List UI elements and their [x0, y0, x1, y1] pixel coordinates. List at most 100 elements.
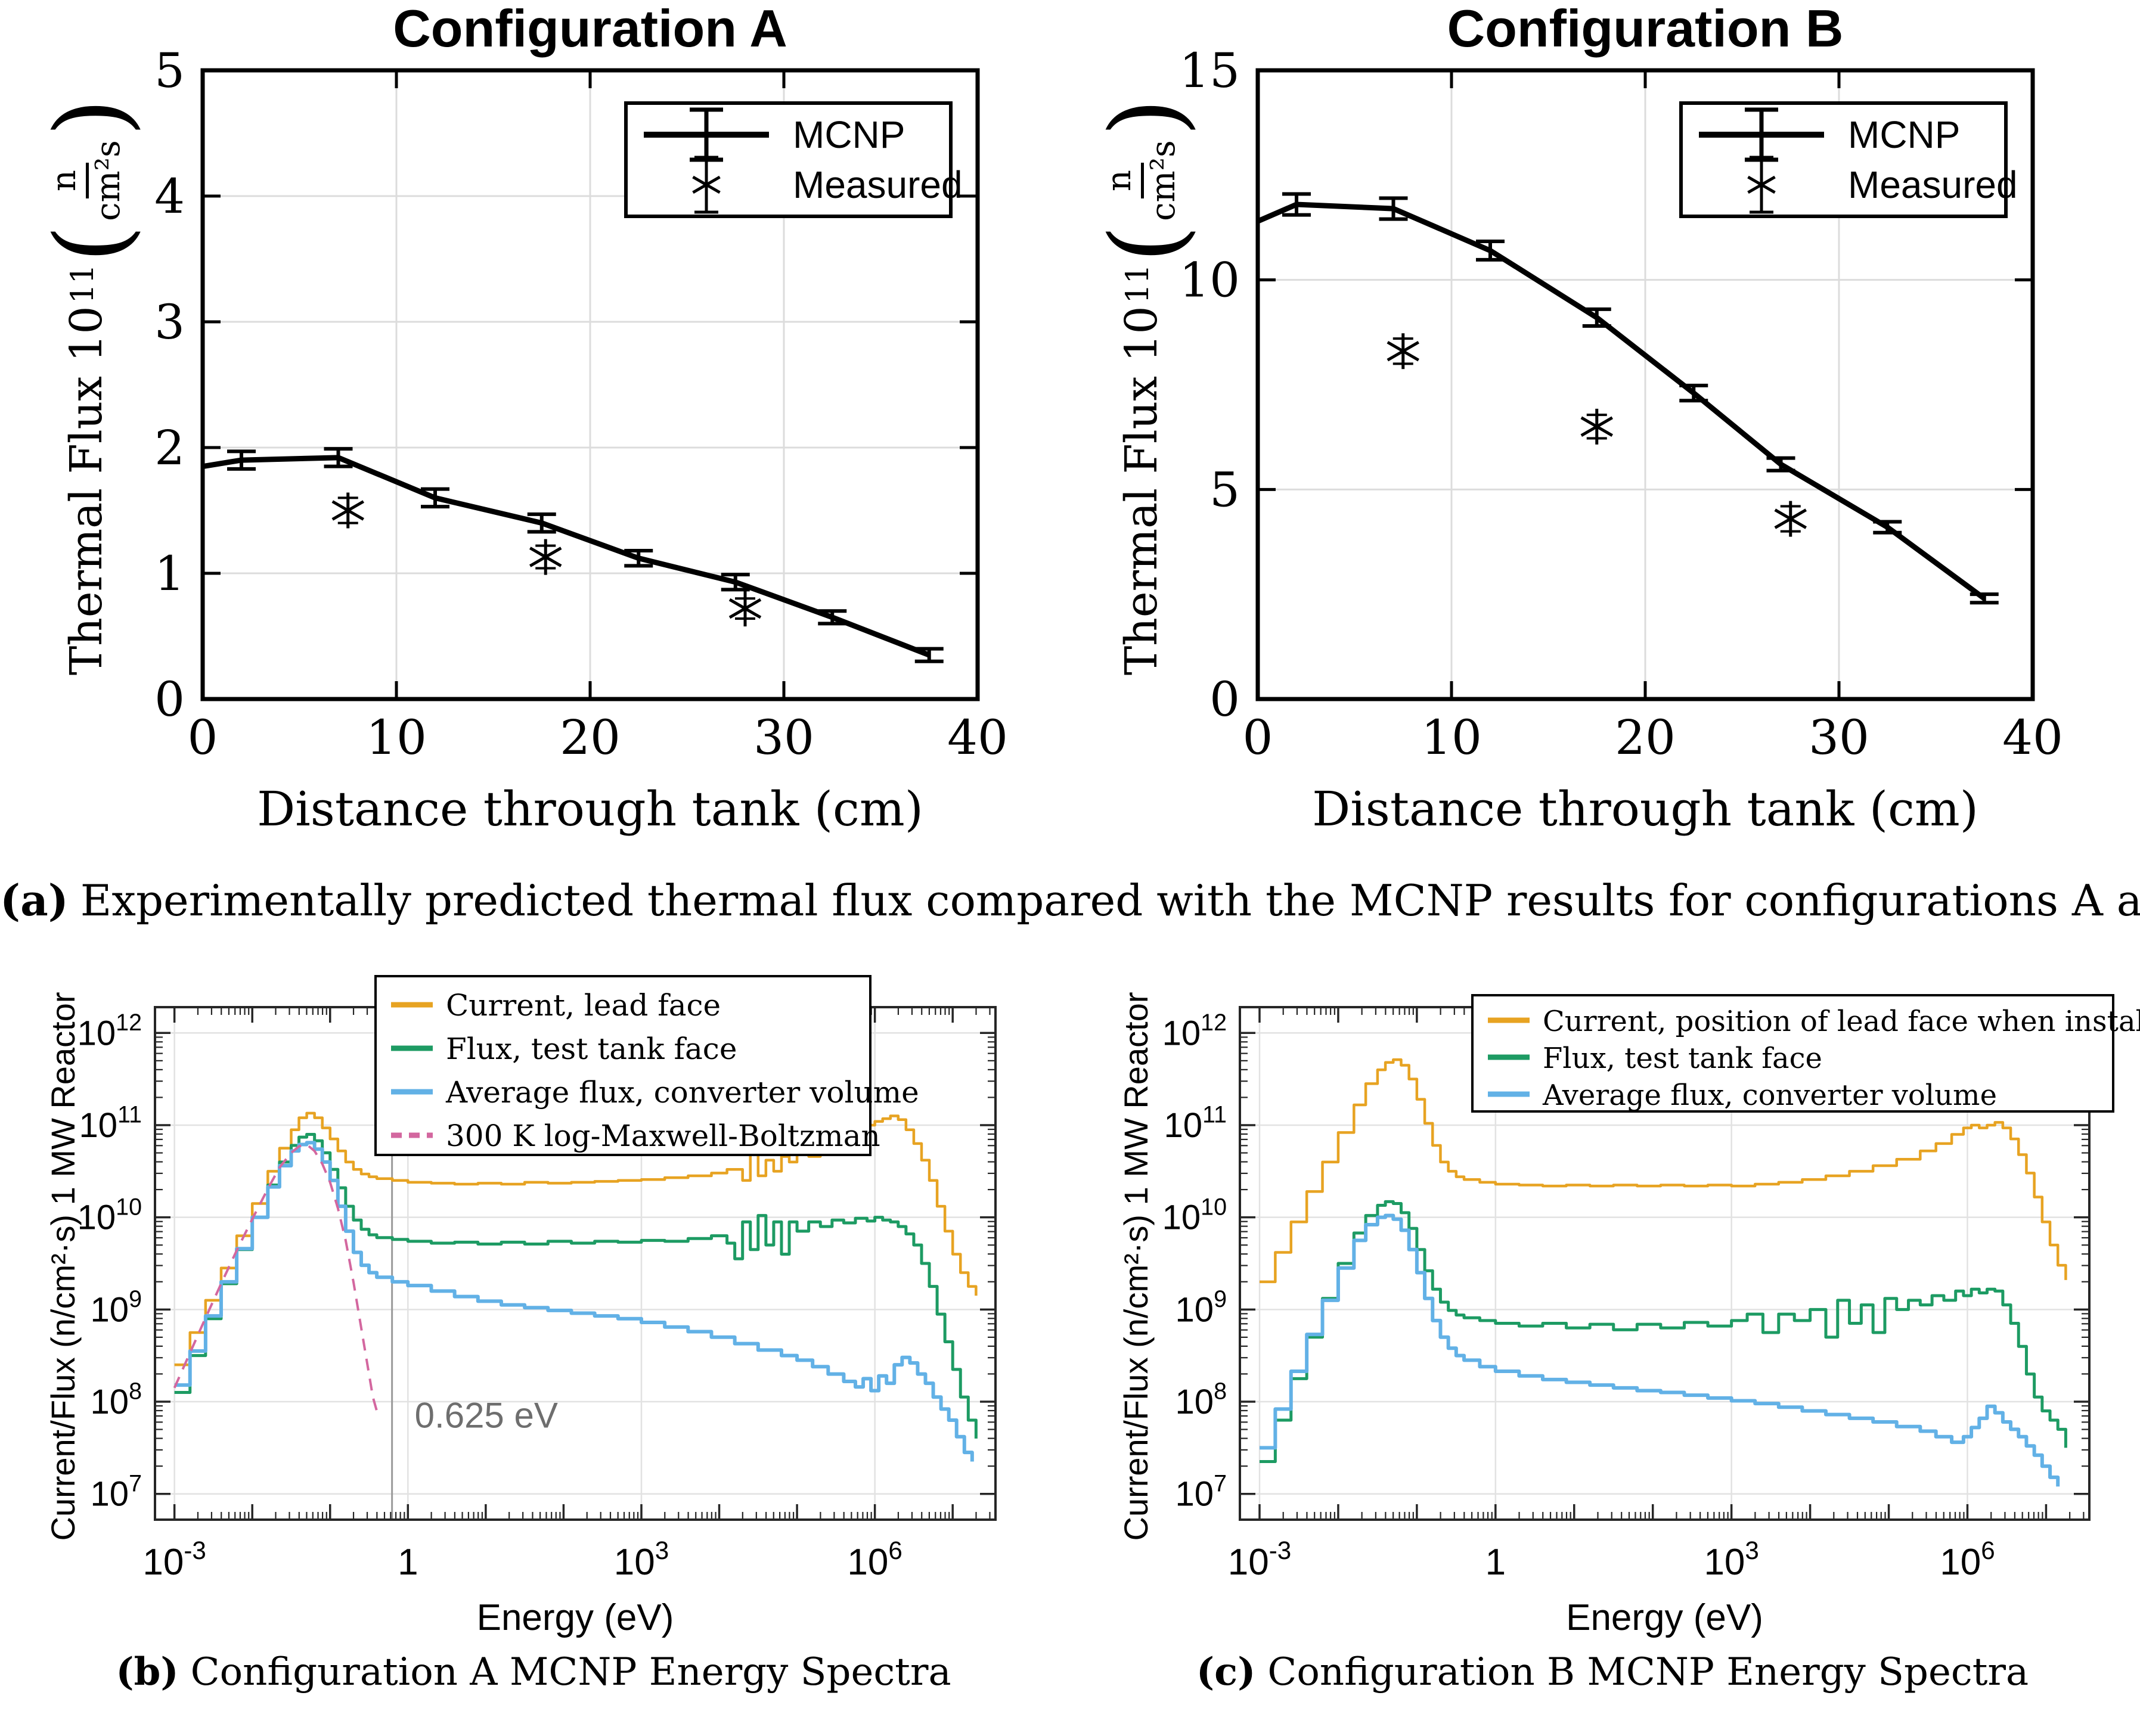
error-bar	[1970, 592, 1999, 605]
svg-text:5: 5	[1209, 462, 1240, 517]
error-bar	[1873, 520, 1902, 535]
series-green	[1259, 1200, 2067, 1464]
plot-title: Configuration B	[1447, 0, 1844, 58]
legend-label-2: Average flux, converter volume	[1542, 1079, 1997, 1112]
y-axis-label-flux-a: Thermal Flux 10 11 ( n cm²s )	[34, 98, 148, 676]
error-bar	[1679, 383, 1708, 403]
asterisk-marker	[692, 169, 721, 200]
svg-text:10: 10	[366, 710, 427, 765]
ylabel-prefix: Thermal Flux 10	[1116, 306, 1167, 676]
unit-fraction: n cm²s	[1100, 140, 1183, 221]
unit-numerator: n	[45, 163, 89, 199]
error-bar	[227, 449, 256, 471]
asterisk-marker	[1747, 169, 1776, 200]
svg-text:103: 103	[614, 1536, 669, 1583]
legend: Current, lead face Flux, test tank face Av…	[374, 975, 919, 1156]
svg-text:10: 10	[1179, 253, 1240, 308]
chart-flux-config-a: 0 10 20 30 40 0 1 2 3 4 5 Configuration A Distance t…	[18, 0, 1043, 851]
legend-label-2: Average flux, converter volume	[445, 1075, 919, 1110]
x-axis-label: Energy (eV)	[1566, 1597, 1763, 1638]
chart-spectra-config-b: 10-3 1 103 106 107 108 109 1010 1011 1012 Energy (…	[1091, 970, 2140, 1644]
legend-label-mcnp: MCNP	[793, 113, 905, 156]
spectra-plot-b: 10-3 1 103 106 107 108 109 1010 1011 1012 Energy (…	[1162, 994, 2140, 1638]
flux-plot-a: 0 10 20 30 40 0 1 2 3 4 5 Configuration A Distance t…	[154, 0, 1008, 837]
legend-label-measured: Measured	[793, 163, 963, 206]
svg-text:1010: 1010	[1162, 1194, 1227, 1237]
svg-text:10-3: 10-3	[1228, 1536, 1291, 1583]
error-bar	[527, 512, 556, 534]
legend: Current, position of lead face when inst…	[1471, 994, 2140, 1113]
asterisk-marker	[1387, 333, 1419, 369]
plot-title: Configuration A	[393, 0, 787, 58]
chart-flux-config-b: 0 10 20 30 40 0 5 10 15 Configuration B Distance t…	[1073, 0, 2098, 851]
x-axis-label: Energy (eV)	[477, 1597, 674, 1638]
svg-text:103: 103	[1704, 1536, 1758, 1583]
series-orange	[1259, 1058, 2067, 1284]
y-axis-label-flux-b: Thermal Flux 10 11 ( n cm²s )	[1089, 98, 1204, 676]
svg-text:106: 106	[847, 1536, 902, 1583]
svg-text:40: 40	[2002, 710, 2063, 765]
series-blue	[1259, 1213, 2060, 1487]
svg-text:4: 4	[154, 169, 185, 224]
legend-label-1: Flux, test tank face	[446, 1032, 737, 1066]
svg-text:1011: 1011	[1164, 1102, 1227, 1145]
svg-text:40: 40	[947, 710, 1008, 765]
series-pink	[173, 1143, 379, 1412]
legend-label-3: 300 K log-Maxwell-Boltzman	[446, 1119, 880, 1153]
error-bar	[1379, 196, 1408, 221]
svg-text:107: 107	[1176, 1470, 1227, 1513]
caption-a-text: Experimentally predicted thermal flux co…	[80, 875, 2140, 926]
ylabel-prefix: Thermal Flux 10	[61, 306, 112, 676]
caption-b-text: Configuration A MCNP Energy Spectra	[190, 1650, 951, 1694]
x-axis-label: Distance through tank (cm)	[1312, 781, 1978, 837]
svg-text:1: 1	[154, 546, 185, 601]
svg-text:0: 0	[1209, 672, 1240, 727]
legend: MCNP Measured	[624, 101, 963, 218]
series-orange	[174, 1111, 978, 1367]
spectra-plot-a: 0.625 eV 10-3 1 103 106 107 108 109 1010 1011 1012…	[77, 975, 997, 1638]
ylabel-exponent: 11	[1120, 264, 1156, 304]
y-axis-label-spectra-a: Current/Flux (n/cm²·s) 1 MW Reactor	[44, 992, 82, 1541]
svg-text:10-3: 10-3	[142, 1536, 206, 1583]
error-bar	[1476, 239, 1505, 262]
svg-text:0: 0	[1243, 710, 1273, 765]
svg-text:109: 109	[1176, 1286, 1227, 1329]
svg-text:1010: 1010	[77, 1194, 142, 1237]
svg-text:107: 107	[91, 1470, 142, 1513]
caption-c: (c) Configuration B MCNP Energy Spectra	[1091, 1650, 2134, 1694]
legend-label-0: Current, lead face	[446, 988, 721, 1023]
svg-text:30: 30	[753, 710, 814, 765]
svg-text:1012: 1012	[77, 1010, 142, 1052]
caption-b-label: (b)	[116, 1650, 179, 1694]
legend-label-1: Flux, test tank face	[1543, 1042, 1822, 1075]
svg-text:1011: 1011	[79, 1102, 142, 1145]
error-bar	[1282, 192, 1311, 217]
svg-text:109: 109	[91, 1286, 142, 1329]
flux-plot-b: 0 10 20 30 40 0 5 10 15 Configuration B Distance t…	[1179, 0, 2063, 837]
legend-label-0: Current, position of lead face when inst…	[1543, 1005, 2140, 1038]
svg-text:3: 3	[154, 294, 185, 350]
svg-text:20: 20	[560, 710, 621, 765]
annotation-text: 0.625 eV	[415, 1395, 558, 1435]
svg-text:108: 108	[1176, 1378, 1227, 1421]
error-bar	[914, 647, 944, 663]
caption-b: (b) Configuration A MCNP Energy Spectra	[18, 1650, 1049, 1694]
legend-label-measured: Measured	[1848, 163, 2018, 206]
svg-text:5: 5	[154, 43, 185, 98]
error-bar	[721, 573, 750, 592]
svg-text:1: 1	[398, 1542, 418, 1583]
svg-text:15: 15	[1179, 43, 1240, 98]
svg-text:106: 106	[1940, 1536, 1995, 1583]
series-green	[174, 1132, 978, 1439]
caption-c-text: Configuration B MCNP Energy Spectra	[1267, 1650, 2029, 1694]
mcnp-series-line	[1257, 201, 1986, 601]
svg-text:0: 0	[154, 672, 185, 727]
svg-text:0: 0	[188, 710, 218, 765]
error-bar	[818, 609, 847, 626]
caption-a: (a) Experimentally predicted thermal flux…	[0, 875, 2140, 926]
unit-denominator: cm²s	[1143, 140, 1183, 221]
chart-spectra-config-a: 0.625 eV 10-3 1 103 106 107 108 109 1010 1011 1012…	[18, 970, 1049, 1644]
caption-a-label: (a)	[0, 875, 69, 926]
legend-label-mcnp: MCNP	[1848, 113, 1960, 156]
